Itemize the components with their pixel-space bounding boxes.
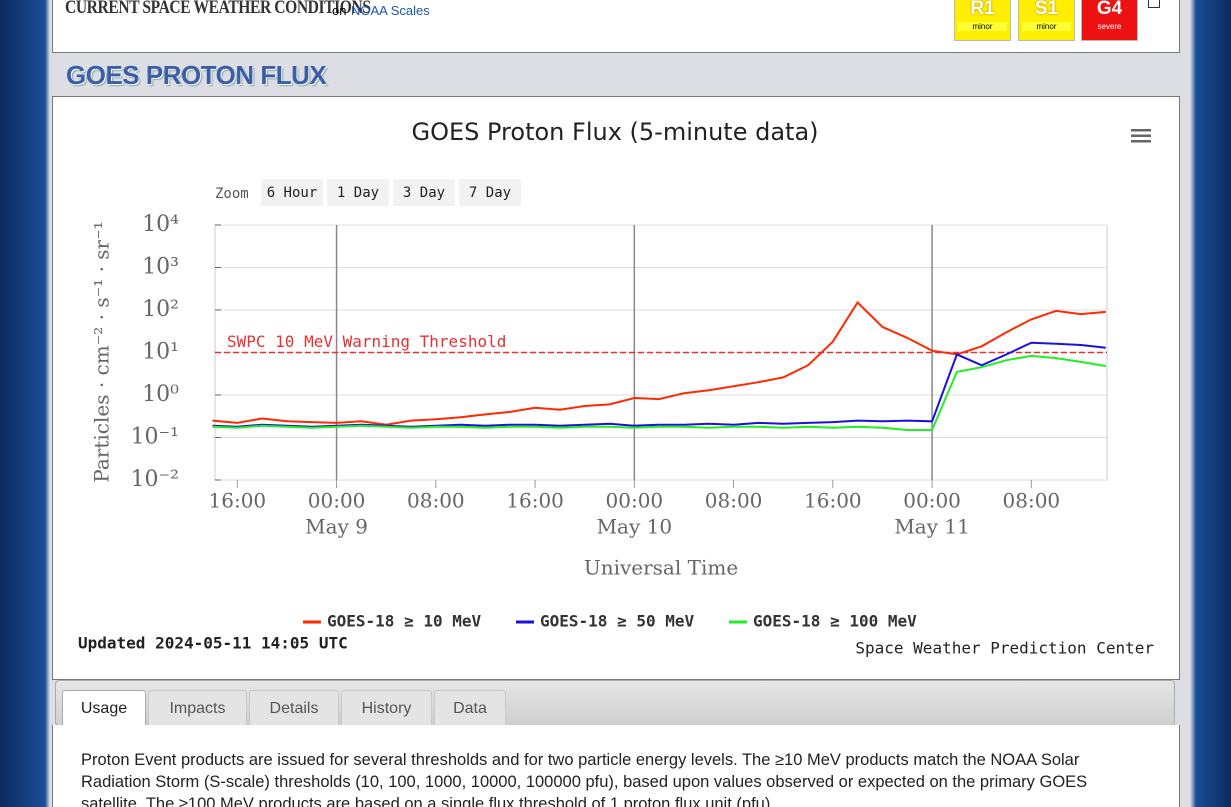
zoom-button[interactable]: 3 Day — [393, 179, 455, 206]
tab-bar: Usage Impacts Details History Data — [55, 680, 1175, 727]
noaa-scales-link[interactable]: NOAA Scales — [351, 3, 430, 18]
x-axis-label: Universal Time — [584, 556, 738, 580]
menu-icon[interactable] — [1131, 129, 1151, 143]
tab[interactable]: Data — [434, 690, 506, 727]
chart: GOES Proton Flux (5-minute data) Zoom 6 H… — [78, 118, 1154, 658]
x-date-label: May 10 — [597, 515, 673, 539]
header-on: on — [332, 3, 347, 18]
zoom-button-label: 3 Day — [403, 185, 445, 201]
y-tick-label: 10⁻² — [131, 467, 179, 492]
legend-label: GOES-18 ≥ 50 MeV — [540, 612, 694, 631]
scale-badge[interactable]: R1 minor — [954, 0, 1011, 41]
x-tick-label: 08:00 — [407, 489, 465, 513]
tab[interactable]: Usage — [62, 690, 146, 727]
tab-content: Proton Event products are issued for sev… — [52, 725, 1180, 807]
scale-level: severe — [1085, 22, 1134, 31]
y-tick-label: 10⁻¹ — [131, 425, 179, 450]
credit-text: Space Weather Prediction Center — [855, 639, 1154, 658]
chart-title: GOES Proton Flux (5-minute data) — [411, 118, 818, 146]
legend-label: GOES-18 ≥ 100 MeV — [753, 612, 917, 631]
zoom-button-bg — [261, 179, 323, 206]
scale-badge[interactable]: S1 minor — [1018, 0, 1075, 41]
section-title: GOES PROTON FLUX — [66, 60, 327, 90]
x-tick-label: 00:00 — [606, 489, 664, 513]
legend-label: GOES-18 ≥ 10 MeV — [327, 612, 481, 631]
x-date-label: May 9 — [305, 515, 368, 539]
x-tick-label: 00:00 — [903, 489, 961, 513]
x-tick-label: 08:00 — [1003, 489, 1061, 513]
y-tick-label: 10⁴ — [142, 212, 179, 237]
zoom-button[interactable]: 1 Day — [327, 179, 389, 206]
y-tick-label: 10⁰ — [142, 382, 179, 407]
x-tick-label: 16:00 — [804, 489, 862, 513]
scale-label: R1 — [970, 0, 995, 19]
header: CURRENT SPACE WEATHER CONDITIONS on NOAA… — [52, 0, 1180, 53]
y-axis-label: Particles · cm⁻² · s⁻¹ · sr⁻¹ — [90, 221, 114, 482]
chart-panel: GOES Proton Flux (5-minute data) Zoom 6 H… — [52, 96, 1180, 680]
zoom-button-label: 1 Day — [337, 185, 379, 201]
x-tick-label: 08:00 — [705, 489, 763, 513]
updated-text: Updated 2024-05-11 14:05 UTC — [78, 634, 348, 653]
x-tick-label: 00:00 — [308, 489, 366, 513]
zoom-button-label: 6 Hour — [267, 185, 318, 201]
tab-text: Proton Event products are issued for sev… — [81, 751, 1088, 807]
y-tick-label: 10³ — [142, 255, 179, 280]
zoom-button[interactable]: 7 Day — [459, 179, 521, 206]
scale-badge[interactable]: G4 severe — [1081, 0, 1138, 41]
tab[interactable]: Details — [249, 690, 339, 727]
header-title: CURRENT SPACE WEATHER CONDITIONS — [65, 0, 371, 18]
zoom-button-label: 7 Day — [469, 185, 511, 201]
tab[interactable]: Impacts — [148, 690, 247, 727]
zoom-button-bg — [393, 179, 455, 206]
y-tick-label: 10² — [142, 297, 179, 322]
tab[interactable]: History — [341, 690, 432, 727]
threshold-label: SWPC 10 MeV Warning Threshold — [227, 332, 506, 351]
scale-level: minor — [958, 22, 1007, 31]
window-icon[interactable] — [1148, 0, 1160, 8]
zoom-label: Zoom — [215, 186, 249, 202]
x-tick-label: 16:00 — [506, 489, 564, 513]
x-date-label: May 11 — [894, 515, 970, 539]
series-line — [212, 354, 1106, 431]
y-tick-label: 10¹ — [142, 340, 179, 365]
x-tick-label: 16:00 — [209, 489, 267, 513]
scale-level: minor — [1022, 22, 1071, 31]
scale-label: G4 — [1096, 0, 1123, 19]
scale-label: S1 — [1034, 0, 1059, 19]
zoom-button-bg — [327, 179, 389, 206]
zoom-button-bg — [459, 179, 521, 206]
zoom-button[interactable]: 6 Hour — [261, 179, 323, 206]
